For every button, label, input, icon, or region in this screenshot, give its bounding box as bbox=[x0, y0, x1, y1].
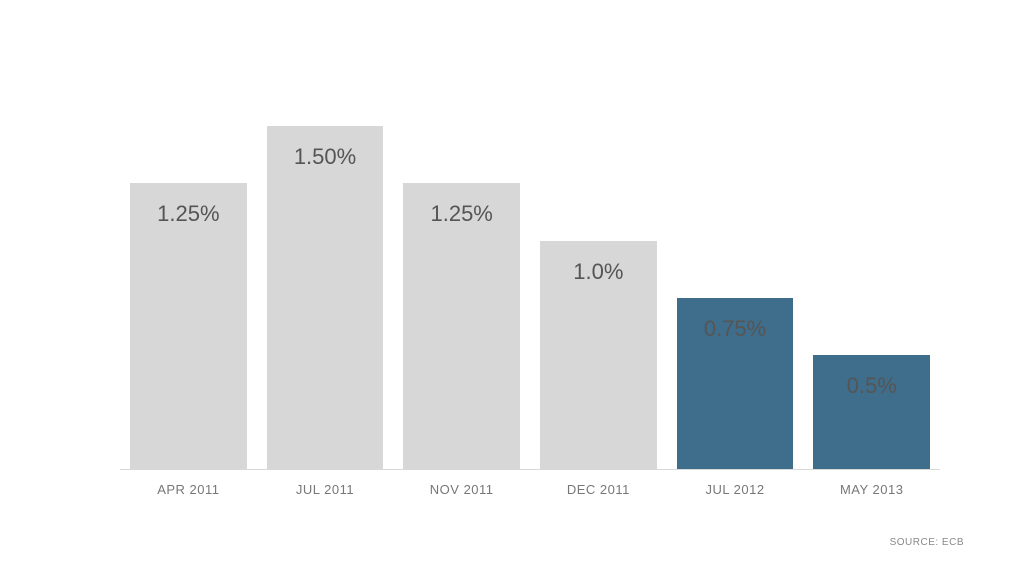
bar-slot: 1.25% bbox=[403, 40, 520, 470]
bar-slot: 0.5% bbox=[813, 40, 930, 470]
bar-value-label: 1.25% bbox=[130, 201, 247, 227]
bar-value-label: 1.50% bbox=[267, 144, 384, 170]
plot-area: 1.25% 1.50% 1.25% 1.0% 0.75% 0.5% bbox=[120, 40, 940, 470]
x-axis-label: MAY 2013 bbox=[813, 482, 930, 497]
x-axis-label: JUL 2011 bbox=[267, 482, 384, 497]
bar-slot: 0.75% bbox=[677, 40, 794, 470]
x-axis-label: DEC 2011 bbox=[540, 482, 657, 497]
bar-slot: 1.25% bbox=[130, 40, 247, 470]
bar: 1.25% bbox=[403, 183, 520, 470]
bar: 1.25% bbox=[130, 183, 247, 470]
x-axis-labels: APR 2011 JUL 2011 NOV 2011 DEC 2011 JUL 2012… bbox=[120, 482, 940, 497]
x-axis-label: JUL 2012 bbox=[677, 482, 794, 497]
x-axis-label: APR 2011 bbox=[130, 482, 247, 497]
bar: 1.50% bbox=[267, 126, 384, 470]
bar-value-label: 1.25% bbox=[403, 201, 520, 227]
bar: 0.75% bbox=[677, 298, 794, 470]
bars-container: 1.25% 1.50% 1.25% 1.0% 0.75% 0.5% bbox=[120, 40, 940, 470]
x-axis-baseline bbox=[120, 469, 940, 470]
bar: 0.5% bbox=[813, 355, 930, 470]
bar-slot: 1.0% bbox=[540, 40, 657, 470]
bar-slot: 1.50% bbox=[267, 40, 384, 470]
x-axis-label: NOV 2011 bbox=[403, 482, 520, 497]
bar-value-label: 1.0% bbox=[540, 259, 657, 285]
bar: 1.0% bbox=[540, 241, 657, 470]
bar-value-label: 0.75% bbox=[677, 316, 794, 342]
chart-source: SOURCE: ECB bbox=[890, 537, 964, 548]
rate-bar-chart: 1.25% 1.50% 1.25% 1.0% 0.75% 0.5% APR 2011 JUL… bbox=[0, 0, 1024, 576]
bar-value-label: 0.5% bbox=[813, 373, 930, 399]
